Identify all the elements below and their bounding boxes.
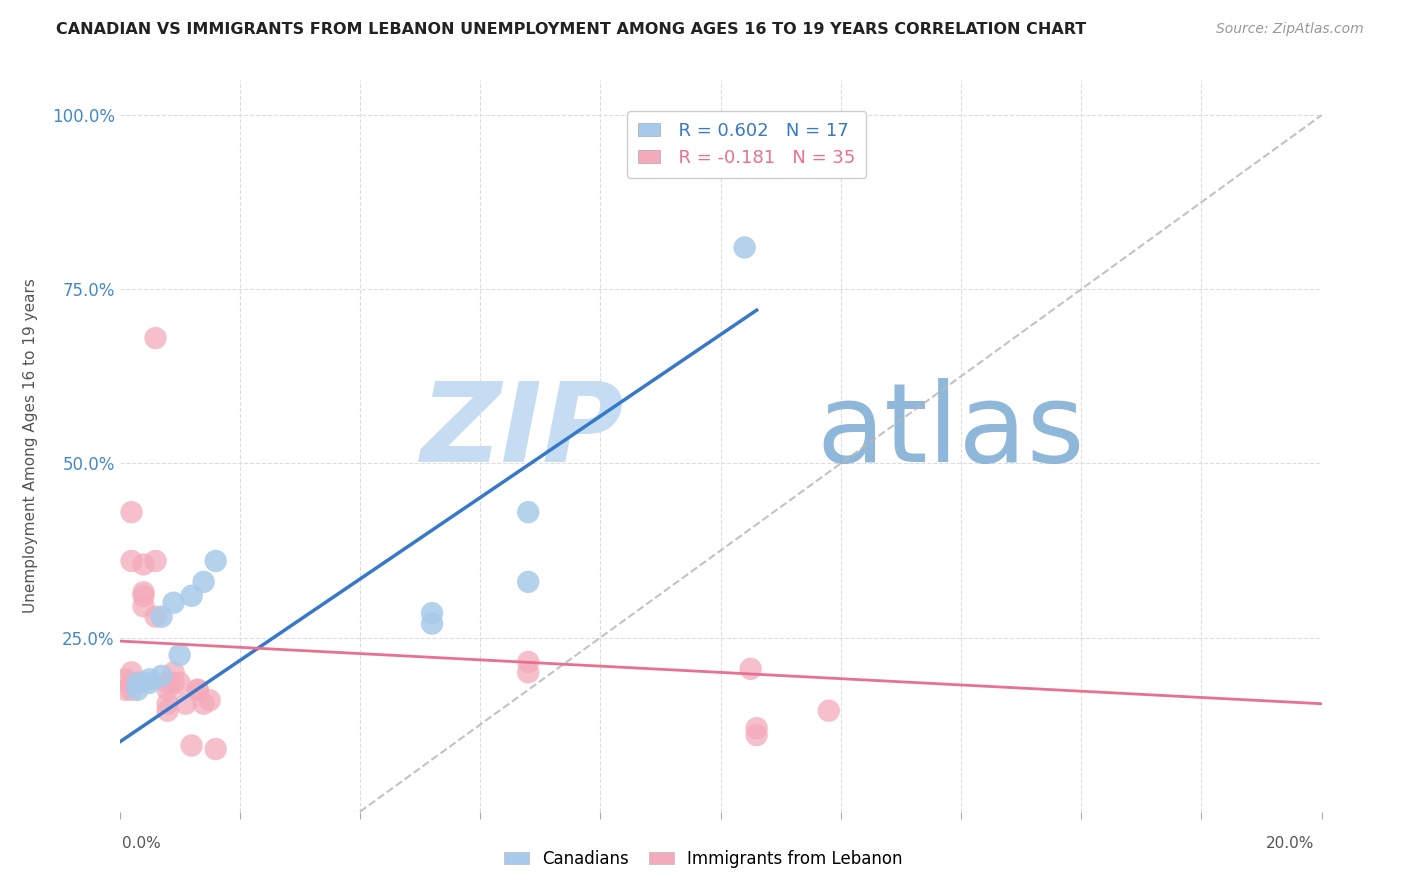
Point xyxy=(187,682,209,697)
Point xyxy=(150,669,173,683)
Point xyxy=(204,742,226,756)
Point xyxy=(180,589,202,603)
Point xyxy=(162,665,184,680)
Point xyxy=(156,697,179,711)
Point xyxy=(132,589,155,603)
Point xyxy=(517,574,540,589)
Point xyxy=(193,574,215,589)
Legend:   R = 0.602   N = 17,   R = -0.181   N = 35: R = 0.602 N = 17, R = -0.181 N = 35 xyxy=(627,112,866,178)
Point xyxy=(138,676,160,690)
Point xyxy=(162,596,184,610)
Point xyxy=(127,682,149,697)
Point xyxy=(114,673,136,687)
Text: Source: ZipAtlas.com: Source: ZipAtlas.com xyxy=(1216,22,1364,37)
Point xyxy=(121,554,143,568)
Point xyxy=(132,558,155,572)
Point xyxy=(817,704,839,718)
Point xyxy=(517,665,540,680)
Point xyxy=(517,655,540,669)
Point xyxy=(420,606,443,620)
Point xyxy=(121,505,143,519)
Point xyxy=(180,739,202,753)
Point xyxy=(745,128,768,143)
Point xyxy=(734,240,756,254)
Point xyxy=(132,599,155,614)
Point xyxy=(187,682,209,697)
Point xyxy=(162,676,184,690)
Point xyxy=(745,728,768,742)
Text: 20.0%: 20.0% xyxy=(1267,836,1315,851)
Point xyxy=(156,704,179,718)
Point xyxy=(517,505,540,519)
Point xyxy=(127,676,149,690)
Point xyxy=(145,554,167,568)
Text: Unemployment Among Ages 16 to 19 years: Unemployment Among Ages 16 to 19 years xyxy=(24,278,38,614)
Point xyxy=(127,676,149,690)
Point xyxy=(145,331,167,345)
Point xyxy=(121,676,143,690)
Point xyxy=(740,662,762,676)
Point xyxy=(150,609,173,624)
Point xyxy=(132,585,155,599)
Point xyxy=(420,616,443,631)
Point xyxy=(204,554,226,568)
Legend: Canadians, Immigrants from Lebanon: Canadians, Immigrants from Lebanon xyxy=(496,844,910,875)
Text: CANADIAN VS IMMIGRANTS FROM LEBANON UNEMPLOYMENT AMONG AGES 16 TO 19 YEARS CORRE: CANADIAN VS IMMIGRANTS FROM LEBANON UNEM… xyxy=(56,22,1087,37)
Point xyxy=(121,682,143,697)
Point xyxy=(169,676,191,690)
Text: atlas: atlas xyxy=(817,378,1085,485)
Point xyxy=(169,648,191,662)
Point xyxy=(174,697,197,711)
Point xyxy=(156,682,179,697)
Point xyxy=(121,665,143,680)
Point xyxy=(114,682,136,697)
Point xyxy=(145,609,167,624)
Point xyxy=(198,693,221,707)
Point xyxy=(138,673,160,687)
Point xyxy=(156,676,179,690)
Point xyxy=(193,697,215,711)
Point xyxy=(745,721,768,735)
Text: 0.0%: 0.0% xyxy=(122,836,162,851)
Text: ZIP: ZIP xyxy=(420,378,624,485)
